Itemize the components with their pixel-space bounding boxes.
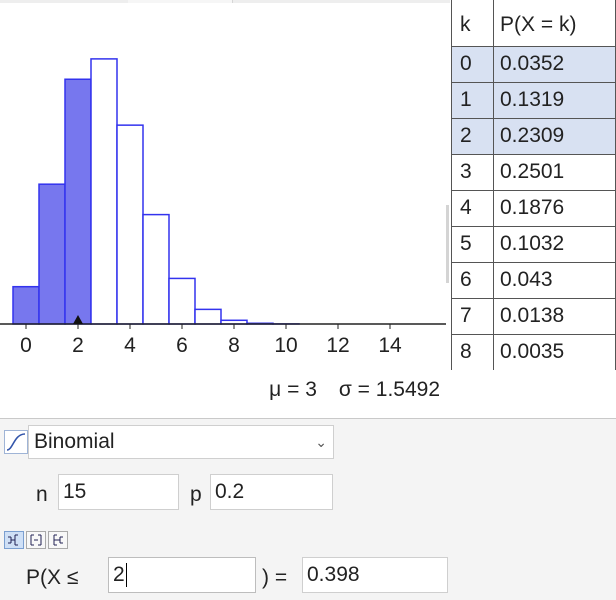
k-cell: 0 [452, 46, 494, 82]
panel-splitter-handle[interactable] [446, 205, 449, 283]
x-tick-label: 10 [274, 334, 297, 357]
bar-k-7 [195, 309, 221, 324]
p-label: p [190, 483, 202, 507]
right-sided-mode-button[interactable] [48, 531, 68, 549]
probability-prefix: P(X ≤ [26, 566, 78, 590]
k-cell: 4 [452, 190, 494, 226]
probability-cell: 0.0138 [494, 298, 616, 334]
x-tick-label: 4 [124, 334, 136, 357]
distribution-selector: Binomial ⌄ [0, 425, 336, 459]
probability-cell: 0.2309 [494, 118, 616, 154]
k-cell: 1 [452, 82, 494, 118]
k-cell: 7 [452, 298, 494, 334]
bar-k-6 [169, 278, 195, 324]
x-tick-label: 6 [176, 334, 188, 357]
x-tick-label: 2 [72, 334, 84, 357]
probability-mode-buttons [4, 531, 68, 549]
k-cell: k [452, 0, 494, 46]
distribution-settings-panel: Binomial ⌄ n 15 p 0.2 P(X ≤ 2 ) = 0.398 [0, 418, 616, 600]
distribution-dropdown[interactable]: Binomial ⌄ [28, 425, 334, 459]
bar-k-5 [143, 215, 169, 324]
left-sided-mode-button[interactable] [4, 531, 24, 549]
mean-value: μ = 3 [269, 378, 317, 401]
probability-equals: ) = [262, 566, 287, 590]
probability-cell: P(X = k) [494, 0, 616, 46]
result-field: 0.398 [302, 557, 448, 593]
bar-k-3 [91, 59, 117, 324]
chevron-down-icon: ⌄ [315, 426, 327, 458]
left-sided-icon [7, 534, 21, 546]
bound-input-value: 2 [113, 563, 125, 586]
k-cell: 3 [452, 154, 494, 190]
bar-k-1 [39, 184, 65, 324]
k-cell: 5 [452, 226, 494, 262]
probability-cell: 0.2501 [494, 154, 616, 190]
statistics-readout: μ = 3 σ = 1.5492 [0, 378, 440, 402]
probability-cell: 0.043 [494, 262, 616, 298]
probability-cell: 0.0035 [494, 334, 616, 370]
text-cursor [126, 563, 127, 587]
x-tick-label: 14 [378, 334, 402, 357]
p-input[interactable]: 0.2 [210, 474, 333, 510]
interval-icon [29, 534, 43, 546]
distribution-curve-icon[interactable] [4, 430, 28, 454]
probability-cell: 0.1319 [494, 82, 616, 118]
k-cell: 8 [452, 334, 494, 370]
right-sided-icon [51, 534, 65, 546]
probability-cell: 0.0352 [494, 46, 616, 82]
probability-chart: 0 2 4 6 8 10 12 14 [0, 0, 446, 376]
bar-k-4 [117, 125, 143, 324]
bound-input[interactable]: 2 [108, 557, 256, 593]
x-tick-label: 8 [228, 334, 240, 357]
bar-k-0 [13, 287, 39, 324]
probability-cell: 0.1876 [494, 190, 616, 226]
n-label: n [36, 483, 48, 507]
x-tick-label: 0 [20, 334, 32, 357]
distribution-dropdown-value: Binomial [34, 430, 115, 453]
x-tick-label: 12 [326, 334, 349, 357]
k-cell: 2 [452, 118, 494, 154]
probability-cell: 0.1032 [494, 226, 616, 262]
interval-mode-button[interactable] [26, 531, 46, 549]
k-cell: 6 [452, 262, 494, 298]
n-input[interactable]: 15 [58, 474, 179, 510]
sd-value: σ = 1.5492 [339, 378, 440, 401]
bar-k-2 [65, 79, 91, 324]
